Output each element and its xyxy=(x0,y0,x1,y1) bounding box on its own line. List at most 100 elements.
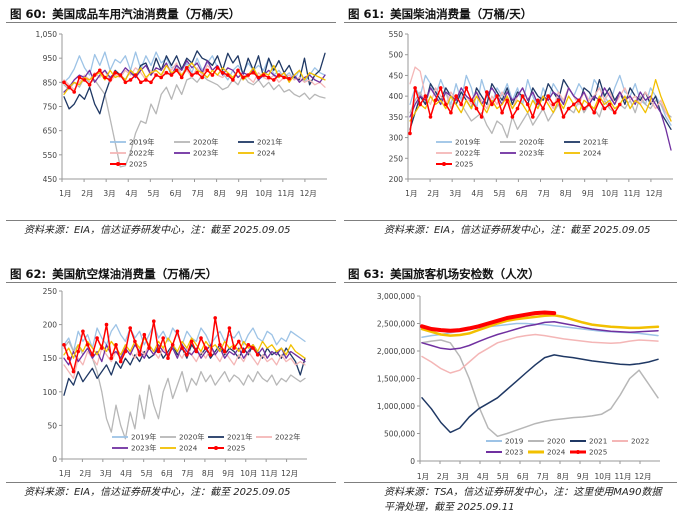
data-point xyxy=(227,326,232,330)
data-point xyxy=(161,336,165,340)
data-point xyxy=(500,110,504,115)
data-point xyxy=(541,106,545,111)
data-point xyxy=(71,369,76,374)
data-point xyxy=(90,353,95,357)
data-point xyxy=(597,98,602,103)
data-point xyxy=(469,98,474,103)
data-point xyxy=(495,94,499,98)
data-point xyxy=(62,80,66,85)
data-point xyxy=(226,73,230,77)
y-tick-label: 1,000,000 xyxy=(377,402,415,411)
chart-tsa-checkpoint: 0 500,000 1,000,000 1,500,000 2,000,000 2,500… xyxy=(377,292,660,481)
x-tick-label: 8月 xyxy=(557,472,569,481)
source-note: 资料来源：EIA，信达证券研发中心，注：截至 2025.09.05 xyxy=(24,225,291,236)
x-tick-label: 5月 xyxy=(494,189,506,198)
x-tick-label: 10月 xyxy=(240,469,257,478)
data-point xyxy=(109,356,114,360)
x-tick-label: 11月 xyxy=(261,469,278,478)
y-tick-label: 0 xyxy=(52,455,57,464)
data-point xyxy=(185,353,189,357)
data-point xyxy=(536,98,540,103)
legend-label: 2024 xyxy=(179,444,198,453)
data-point xyxy=(118,73,123,77)
data-point xyxy=(241,75,245,80)
data-point xyxy=(490,102,494,107)
data-point xyxy=(582,106,586,111)
y-tick-label: 300 xyxy=(389,134,404,143)
data-point xyxy=(220,70,225,75)
legend-label: 2019年 xyxy=(455,138,480,147)
data-point xyxy=(413,86,417,90)
data-point xyxy=(169,73,174,77)
source-note: 资料来源：EIA，信达证券研发中心，注：截至 2025.09.05 xyxy=(24,487,291,498)
legend-label: 2020年 xyxy=(179,433,204,442)
legend-item: 2021 xyxy=(570,437,607,446)
series-2022 xyxy=(421,333,659,374)
data-point xyxy=(256,75,261,80)
y-tick-label: 1,500,000 xyxy=(377,375,415,384)
x-tick-label: 9月 xyxy=(236,189,248,198)
legend-label: 2022年 xyxy=(455,149,480,158)
data-point xyxy=(77,75,82,80)
legend: 2019 2020 2021 2022 2023 2024 2025 xyxy=(486,437,649,457)
y-tick-label: 500 xyxy=(389,51,404,60)
title-rule xyxy=(6,282,336,283)
chart-title: 图 63: 美国旅客机场安检数（人次） xyxy=(348,267,540,281)
data-point xyxy=(114,343,118,347)
data-point xyxy=(592,110,596,115)
legend-item: 2024 xyxy=(564,149,602,158)
data-point xyxy=(185,66,189,70)
legend-label: 2022 xyxy=(631,437,649,446)
legend-label: 2024 xyxy=(547,448,566,457)
series-line xyxy=(63,62,326,96)
data-point xyxy=(95,336,99,340)
x-tick-label: 3月 xyxy=(449,189,461,198)
data-point xyxy=(123,80,128,85)
x-tick-label: 1月 xyxy=(405,189,417,198)
legend-item: 2019年 xyxy=(436,138,480,147)
data-point xyxy=(433,98,438,103)
data-point xyxy=(525,102,530,107)
x-tick-label: 2月 xyxy=(79,469,91,478)
data-point xyxy=(515,106,520,111)
data-point xyxy=(459,102,463,107)
series-2023 xyxy=(421,321,659,351)
legend-marker xyxy=(442,162,446,166)
x-tick-label: 9月 xyxy=(582,189,594,198)
data-point xyxy=(152,319,156,323)
legend-label: 2022年 xyxy=(275,433,300,442)
legend-item: 2021年 xyxy=(208,433,252,442)
legend: 2019年 2020年 2021年 2022年 2023年 2024 2025 xyxy=(110,138,282,169)
y-tick-label: 250 xyxy=(43,287,58,296)
chart-diesel-consumption: 200 250 300 350 400 450 500 550 1月 2月 3月 4月 5月 6月 7月 8月… xyxy=(389,30,673,198)
series-2024 xyxy=(63,337,306,359)
x-tick-label: 12月 xyxy=(634,472,651,481)
y-tick-label: 2,000,000 xyxy=(377,347,415,356)
data-point xyxy=(66,356,71,360)
y-tick-label: 350 xyxy=(389,113,404,122)
legend-item: 2019 xyxy=(486,437,524,446)
data-point xyxy=(133,339,137,344)
x-tick-label: 6月 xyxy=(517,472,529,481)
y-tick-label: 550 xyxy=(43,151,58,160)
legend-item: 2023 xyxy=(486,448,523,457)
x-tick-label: 5月 xyxy=(141,469,153,478)
x-tick-label: 2月 xyxy=(81,189,93,198)
data-point xyxy=(607,102,612,107)
data-point xyxy=(510,115,515,119)
data-point xyxy=(67,85,71,89)
data-point xyxy=(246,73,250,77)
legend-label: 2019年 xyxy=(129,138,154,147)
x-tick-label: 3月 xyxy=(457,472,469,481)
y-tick-label: 0 xyxy=(410,457,415,466)
data-point xyxy=(428,115,433,119)
legend-label: 2023年 xyxy=(131,444,156,453)
series-line xyxy=(63,74,326,168)
series-line xyxy=(63,340,306,440)
data-point xyxy=(174,68,179,73)
data-point xyxy=(205,68,210,73)
x-tick-label: 7月 xyxy=(537,472,549,481)
data-point xyxy=(170,343,175,347)
panel-fig62: 图 62: 美国航空煤油消费量（万桶/天） 0 50 100 150 200 250 1月 2月… xyxy=(0,261,340,522)
chart-title: 图 62: 美国航空煤油消费量（万桶/天） xyxy=(10,267,218,281)
